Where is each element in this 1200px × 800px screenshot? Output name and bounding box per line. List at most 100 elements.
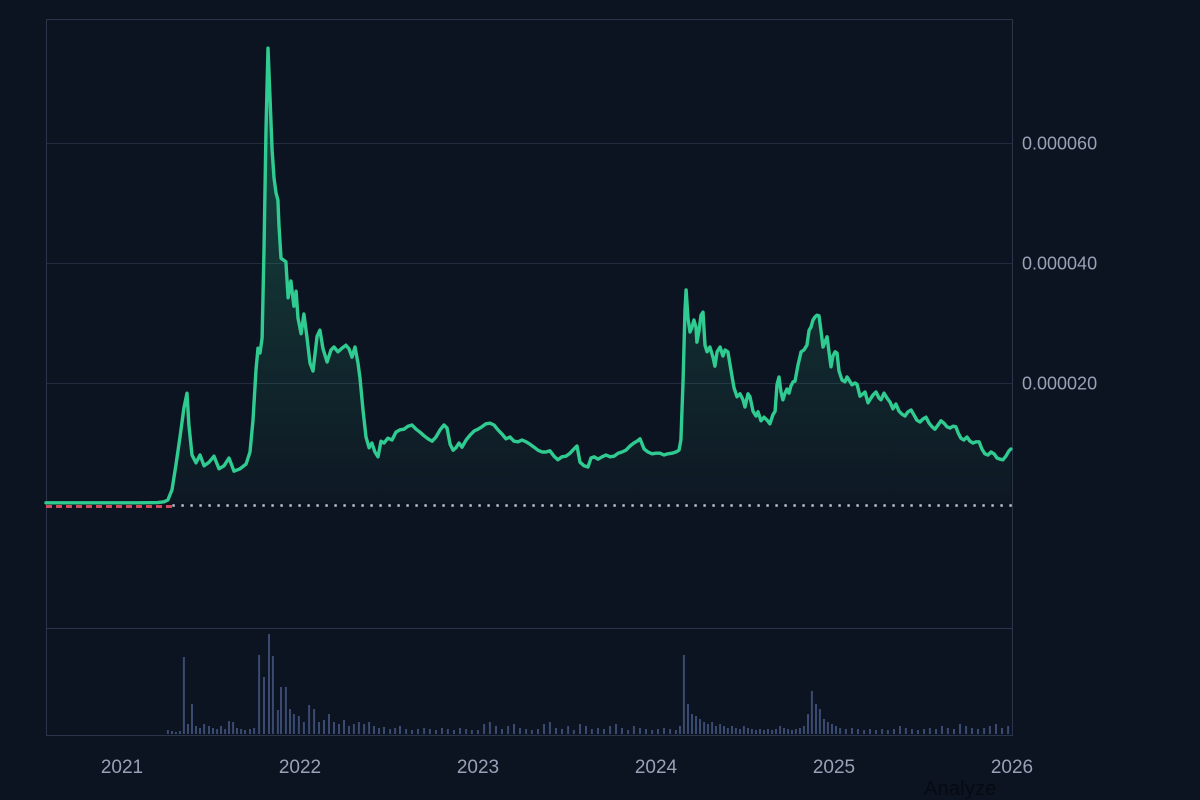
volume-bar xyxy=(742,726,745,734)
volume-bar xyxy=(875,730,877,734)
volume-bar xyxy=(831,724,833,734)
volume-bar xyxy=(621,728,623,734)
volume-bar xyxy=(639,728,641,734)
volume-bar xyxy=(244,730,246,734)
volume-bar xyxy=(959,724,961,734)
volume-bar xyxy=(373,726,375,734)
volume-bar xyxy=(687,704,689,734)
volume-bar xyxy=(435,730,437,734)
analyze-button[interactable]: Analyze xyxy=(924,778,997,800)
volume-bar xyxy=(747,728,749,734)
volume-bar xyxy=(203,724,206,734)
volume-bar xyxy=(771,730,774,734)
volume-bar xyxy=(802,726,805,734)
volume-bar xyxy=(488,722,491,734)
volume-bar xyxy=(651,730,654,734)
volume-bar xyxy=(548,722,551,734)
volume-bar xyxy=(590,729,593,734)
volume-bar xyxy=(302,722,305,734)
volume-bar xyxy=(739,729,741,734)
volume-bar xyxy=(179,731,181,734)
volume-bar xyxy=(810,691,813,734)
volume-bar xyxy=(983,728,986,734)
volume-bar xyxy=(495,726,497,734)
volume-bar xyxy=(441,728,443,734)
volume-bar xyxy=(711,722,714,734)
volume-bar xyxy=(572,730,575,734)
plot-border xyxy=(46,19,1013,736)
volume-bar xyxy=(343,720,345,734)
volume-bar xyxy=(519,728,521,734)
volume-bar xyxy=(723,726,725,734)
volume-bar xyxy=(368,722,371,734)
volume-bar xyxy=(240,729,243,734)
volume-bar xyxy=(292,714,295,734)
volume-bar xyxy=(699,719,701,734)
volume-bar xyxy=(857,729,859,734)
x-axis-tick-label: 2024 xyxy=(635,757,678,778)
volume-bar xyxy=(863,730,866,734)
volume-bar xyxy=(258,655,261,734)
volume-bar xyxy=(695,716,697,734)
volume-bar xyxy=(904,728,907,734)
volume-bar xyxy=(674,730,677,734)
volume-bar xyxy=(928,728,931,734)
volume-bar xyxy=(220,726,222,734)
volume-bar xyxy=(579,724,581,734)
x-axis-tick-label: 2023 xyxy=(457,757,499,778)
volume-bar xyxy=(399,726,401,734)
volume-bar xyxy=(731,726,733,734)
volume-bar xyxy=(707,724,709,734)
volume-bar xyxy=(734,728,737,734)
volume-bar xyxy=(483,724,486,734)
volume-bar xyxy=(911,729,913,734)
volume-bar xyxy=(627,730,630,734)
volume-bar xyxy=(405,729,408,734)
volume-bar xyxy=(224,729,227,734)
volume-bar xyxy=(328,714,330,734)
volume-bar xyxy=(567,726,570,734)
volume-bar xyxy=(417,729,419,734)
volume-bar xyxy=(308,705,311,734)
volume-bar xyxy=(759,729,761,734)
volume-bar xyxy=(530,730,533,734)
volume-bar xyxy=(383,727,385,734)
price-area-fill xyxy=(46,48,1011,503)
volume-bar xyxy=(965,726,968,734)
volume-bar xyxy=(378,728,380,734)
volume-bar xyxy=(669,729,672,734)
volume-bar xyxy=(216,729,219,734)
volume-bar xyxy=(691,714,693,734)
volume-bar xyxy=(893,729,895,734)
volume-bar xyxy=(645,729,647,734)
volume-bar xyxy=(779,726,782,734)
volume-bar xyxy=(844,729,847,734)
volume-bar xyxy=(946,728,949,734)
volume-bar xyxy=(799,728,801,734)
volume-bar xyxy=(276,710,279,734)
volume-bar xyxy=(187,724,189,734)
volume-bar xyxy=(182,657,185,734)
volume-bar xyxy=(232,722,235,734)
volume-bar xyxy=(585,726,587,734)
volume-bar xyxy=(755,730,757,734)
volume-bar xyxy=(971,728,973,734)
volume-bar xyxy=(271,656,274,734)
volume-bar xyxy=(923,729,926,734)
volume-bar xyxy=(297,716,300,734)
volume-bar xyxy=(988,726,991,734)
volume-bar xyxy=(881,729,884,734)
volume-bar xyxy=(228,721,230,734)
volume-bar xyxy=(543,724,545,734)
volume-bar xyxy=(953,729,955,734)
volume-bar xyxy=(632,726,635,734)
volume-bar xyxy=(338,724,340,734)
volume-bar xyxy=(352,724,355,734)
volume-bar xyxy=(249,729,251,734)
volume-bar xyxy=(603,729,605,734)
volume-bar xyxy=(1007,726,1010,734)
volume-bar xyxy=(851,728,853,734)
volume-bar xyxy=(525,729,528,734)
